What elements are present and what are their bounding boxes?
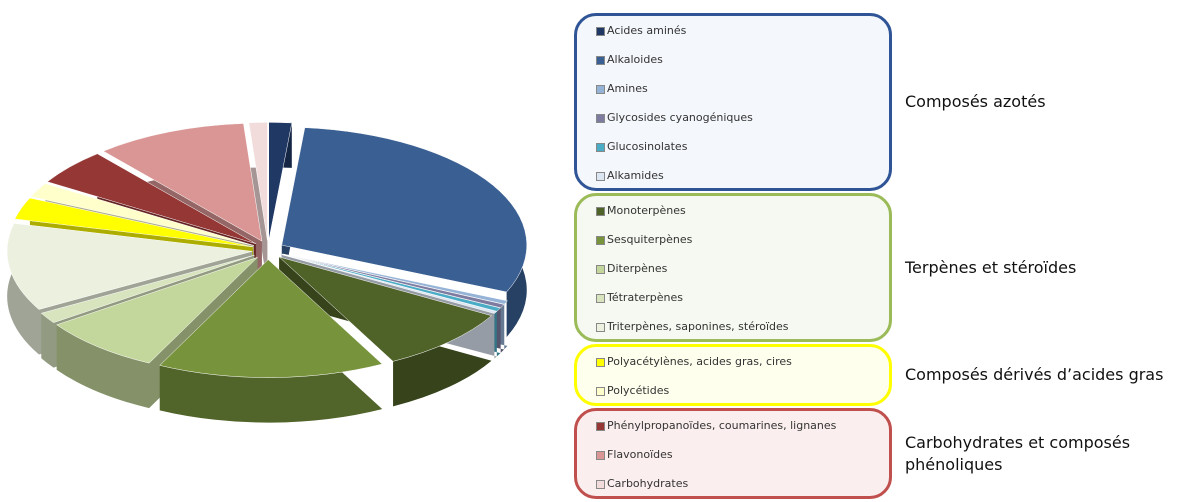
slice-side (56, 257, 258, 409)
legend-group-box: Polyacétylènes, acides gras, cires Polycé… (574, 344, 892, 406)
legend-label: Acides aminés (607, 24, 687, 37)
legend-swatch (596, 422, 605, 431)
legend-entry: Diterpènes (596, 254, 668, 283)
legend-swatch (596, 294, 605, 303)
legend-label: Diterpènes (607, 262, 668, 275)
legend-entry: Glycosides cyanogéniques (596, 103, 753, 132)
slice (46, 153, 256, 244)
legend-label: Polycétides (607, 384, 670, 397)
legend-swatch (596, 207, 605, 216)
slice (6, 223, 253, 310)
slice (102, 123, 263, 242)
legend-label: Glycosides cyanogéniques (607, 111, 753, 124)
slice (282, 253, 508, 305)
legend-entry: Polycétides (596, 376, 670, 405)
legend-label: Flavonoïdes (607, 448, 673, 461)
legend-entry: Phénylpropanoïdes, coumarines, lignanes (596, 411, 837, 440)
group-label: Terpènes et stéroïdes (905, 257, 1077, 277)
legend-label: Phénylpropanoïdes, coumarines, lignanes (607, 419, 837, 432)
legend-entry: Acides aminés (596, 16, 687, 45)
legend-group-box: Acides aminés Alkaloides Amines Glycosides … (574, 13, 892, 191)
legend-entry: Amines (596, 74, 648, 103)
legend-label: Amines (607, 82, 648, 95)
slice-side (159, 259, 383, 423)
legend-entry: Monoterpènes (596, 196, 686, 225)
legend-label: Carbohydrates (607, 477, 689, 490)
slice (282, 253, 505, 309)
legend-swatch (596, 114, 605, 123)
slice (14, 197, 253, 248)
group-label: Composés azotés (905, 92, 1046, 111)
legend-entry: Alkamides (596, 161, 664, 190)
slice (268, 122, 293, 241)
legend-swatch (596, 323, 605, 332)
legend-entry: Carbohydrates (596, 469, 689, 498)
legend-entry: Tétraterpènes (596, 283, 684, 312)
legend-label: Polyacétylènes, acides gras, cires (607, 355, 792, 368)
legend-swatch (596, 85, 605, 94)
legend-swatch (596, 451, 605, 460)
pie-chart (6, 122, 528, 423)
slice (278, 256, 493, 362)
slice (30, 183, 254, 246)
legend-entry: Sesquiterpènes (596, 225, 693, 254)
slice (281, 254, 498, 314)
legend-swatch (596, 27, 605, 36)
group-label: Carbohydrates et composés phénoliques (905, 432, 1131, 474)
slice (40, 254, 255, 323)
legend-label: Tétraterpènes (607, 291, 684, 304)
group-label: Composés dérivés d’acides gras (905, 365, 1164, 384)
legend-swatch (596, 236, 605, 245)
legend-label: Sesquiterpènes (607, 233, 693, 246)
legend-label: Alkaloides (607, 53, 663, 66)
legend-swatch (596, 387, 605, 396)
legend-swatch (596, 143, 605, 152)
slice (281, 127, 528, 293)
legend-entry: Polyacétylènes, acides gras, cires (596, 347, 792, 376)
legend-label: Triterpènes, saponines, stéroïdes (607, 320, 789, 333)
legend-entry: Flavonoïdes (596, 440, 673, 469)
legend-group-box: Monoterpènes Sesquiterpènes Diterpènes Tétr… (574, 193, 892, 342)
slice (282, 254, 501, 312)
legend-label: Alkamides (607, 169, 664, 182)
legend-swatch (596, 56, 605, 65)
legend-swatch (596, 480, 605, 489)
slice (159, 259, 383, 378)
legend-swatch (596, 358, 605, 367)
legend-swatch (596, 265, 605, 274)
legend-entry: Glucosinolates (596, 132, 688, 161)
slice (56, 257, 258, 364)
legend-label: Monoterpènes (607, 204, 686, 217)
legend-swatch (596, 172, 605, 181)
slice (248, 122, 268, 241)
legend-label: Glucosinolates (607, 140, 688, 153)
legend-group-box: Phénylpropanoïdes, coumarines, lignanes F… (574, 408, 892, 499)
legend-entry: Alkaloides (596, 45, 663, 74)
legend-entry: Triterpènes, saponines, stéroïdes (596, 312, 789, 341)
